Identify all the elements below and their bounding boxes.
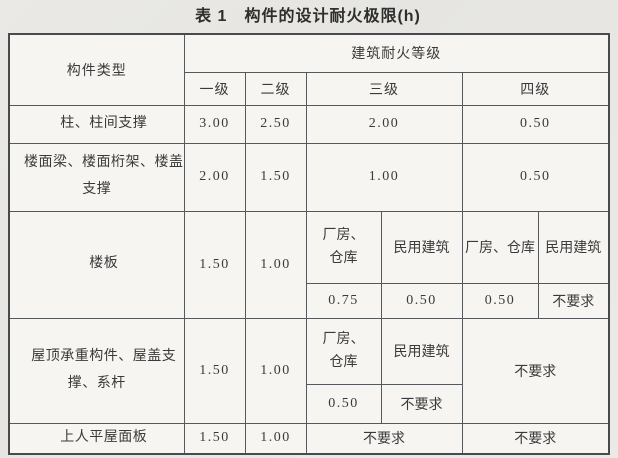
header-grade-1: 一级: [183, 71, 246, 106]
row-roof-members-subheaders: 屋顶承重构件、屋盖支撑、系杆 1.50 1.00 厂房、仓库 民用建筑 不要求: [8, 317, 610, 424]
cell-roof-panel-grade1: 1.50: [183, 422, 246, 455]
cell-roof-members-grade3-civil-value: 不要求: [380, 383, 463, 424]
cell-roof-members-grade3-factory-header: 厂房、仓库: [305, 317, 382, 385]
row-floor-slab-values: 0.75 0.50 0.50 不要求: [9, 282, 610, 319]
cell-columns-supports-grade3: 2.00: [305, 104, 463, 144]
header-row-grades: 一级 二级 三级 四级: [9, 71, 610, 106]
cell-floor-slab-grade3-factory-value: 0.75: [305, 282, 382, 319]
cell-roof-panel-grade4: 不要求: [461, 422, 610, 455]
cell-floor-slab-grade3-civil-value: 0.50: [380, 282, 463, 319]
cell-floor-slab-label: 楼板: [8, 210, 185, 319]
cell-floor-slab-grade4-civil-value: 不要求: [537, 282, 610, 319]
cell-floor-beams-grade1: 2.00: [183, 142, 246, 212]
cell-roof-members-grade3-civil-header: 民用建筑: [380, 317, 463, 385]
cell-roof-panel-grade2: 1.00: [244, 422, 307, 455]
header-component-type: 构件类型: [8, 33, 185, 106]
row-floor-beams: 楼面梁、楼面桁架、楼盖支撑 2.00 1.50 1.00 0.50: [8, 142, 610, 212]
cell-floor-slab-grade4-factory-value: 0.50: [461, 282, 539, 319]
cell-floor-slab-grade4-factory-header: 厂房、仓库: [461, 210, 539, 284]
cell-floor-beams-grade3: 1.00: [305, 142, 463, 212]
header-fire-grade-group: 建筑耐火等级: [183, 33, 610, 73]
fire-resistance-table: 构件类型 建筑耐火等级 一级 二级 三级 四级 柱、柱间支撑 3.00 2.50…: [8, 33, 610, 455]
factory-warehouse-subheader: 厂房、仓库: [322, 331, 365, 370]
cell-columns-supports-grade4: 0.50: [461, 104, 610, 144]
cell-floor-slab-grade4-civil-header: 民用建筑: [537, 210, 610, 284]
cell-floor-slab-grade2: 1.00: [244, 210, 307, 319]
cell-roof-panel-label: 上人平屋面板: [8, 422, 185, 455]
table-title: 表 1 构件的设计耐火极限(h): [195, 8, 421, 25]
cell-roof-members-label: 屋顶承重构件、屋盖支撑、系杆: [8, 317, 185, 424]
factory-warehouse-subheader: 厂房、仓库: [322, 227, 365, 266]
header-grade-2: 二级: [244, 71, 307, 106]
cell-floor-beams-grade4: 0.50: [461, 142, 610, 212]
header-row-group: 构件类型 建筑耐火等级: [8, 33, 610, 106]
header-grade-3: 三级: [305, 71, 463, 106]
cell-columns-supports-grade2: 2.50: [244, 104, 307, 144]
cell-floor-slab-grade3-factory-header: 厂房、仓库: [305, 210, 382, 284]
cell-roof-members-grade1: 1.50: [183, 317, 246, 424]
cell-columns-supports-grade1: 3.00: [183, 104, 246, 144]
cell-floor-beams-label: 楼面梁、楼面桁架、楼盖支撑: [8, 142, 185, 212]
cell-roof-panel-grade3: 不要求: [305, 422, 463, 455]
header-grade-4: 四级: [461, 71, 610, 106]
cell-roof-members-grade3-factory-value: 0.50: [305, 383, 382, 424]
cell-roof-members-grade4: 不要求: [461, 317, 610, 424]
cell-roof-members-grade2: 1.00: [244, 317, 307, 424]
row-roof-members-values: 0.50 不要求: [9, 383, 609, 424]
cell-floor-slab-grade3-civil-header: 民用建筑: [380, 210, 463, 284]
cell-columns-supports-label: 柱、柱间支撑: [8, 104, 185, 144]
row-floor-slab-subheaders: 楼板 1.50 1.00 厂房、仓库 民用建筑 厂房、仓库 民用建筑: [8, 210, 610, 319]
cell-floor-slab-grade1: 1.50: [183, 210, 246, 319]
cell-floor-beams-grade2: 1.50: [244, 142, 307, 212]
row-accessible-flat-roof-panel: 上人平屋面板 1.50 1.00 不要求 不要求: [8, 422, 610, 455]
row-columns-supports: 柱、柱间支撑 3.00 2.50 2.00 0.50: [8, 104, 610, 144]
